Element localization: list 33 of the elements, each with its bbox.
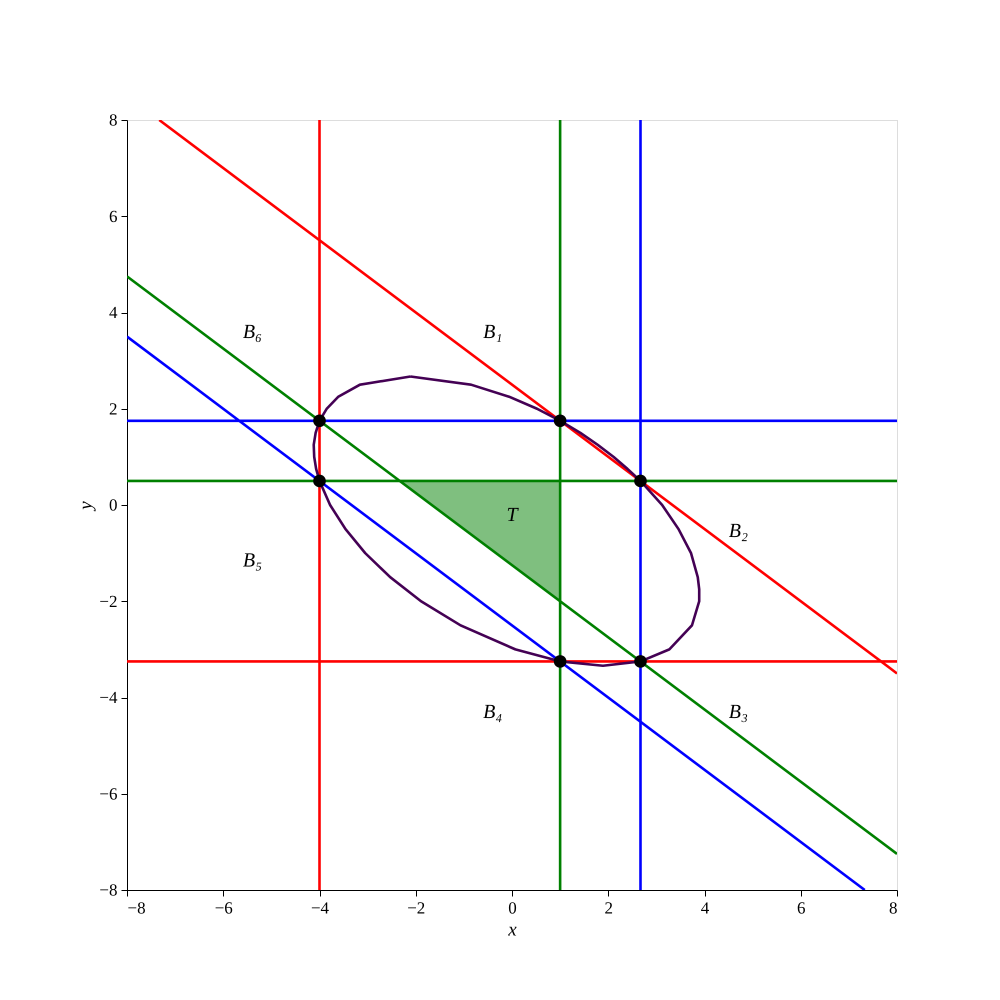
x-axis-title: x bbox=[507, 920, 518, 940]
annotation: B₅ bbox=[242, 549, 262, 572]
point bbox=[634, 655, 647, 668]
point bbox=[313, 474, 326, 488]
x-tick-label: 8 bbox=[889, 898, 898, 918]
annotation: B₆ bbox=[242, 320, 262, 343]
x-tick-label: −6 bbox=[214, 898, 233, 918]
y-tick-label: 6 bbox=[109, 206, 118, 226]
x-tick-label: −4 bbox=[310, 898, 330, 918]
point bbox=[554, 655, 566, 668]
x-tick-label: 2 bbox=[604, 898, 613, 918]
annotation: B₁ bbox=[483, 320, 502, 343]
x-tick-label: 6 bbox=[797, 898, 806, 918]
point bbox=[634, 474, 647, 488]
y-tick-label: 0 bbox=[109, 496, 118, 514]
y-tick-label: −4 bbox=[99, 688, 118, 707]
y-tick-label: −2 bbox=[99, 592, 118, 611]
annotation: B₂ bbox=[728, 520, 748, 542]
y-axis-title: y bbox=[75, 500, 96, 512]
x-tick-label: 4 bbox=[700, 898, 710, 918]
annotation: B₄ bbox=[483, 701, 502, 724]
annotation: B₃ bbox=[728, 701, 748, 724]
point bbox=[554, 414, 566, 428]
x-tick-label: −8 bbox=[128, 898, 146, 918]
y-tick-label: 4 bbox=[109, 303, 118, 322]
y-tick-label: −6 bbox=[99, 784, 118, 804]
y-tick-label: 8 bbox=[109, 110, 118, 130]
annotation: T bbox=[506, 504, 520, 526]
y-tick-label: −8 bbox=[99, 880, 118, 900]
y-tick-label: 2 bbox=[109, 399, 118, 418]
point bbox=[313, 414, 326, 428]
x-tick-label: 0 bbox=[508, 898, 517, 918]
x-tick-label: −2 bbox=[407, 898, 426, 918]
